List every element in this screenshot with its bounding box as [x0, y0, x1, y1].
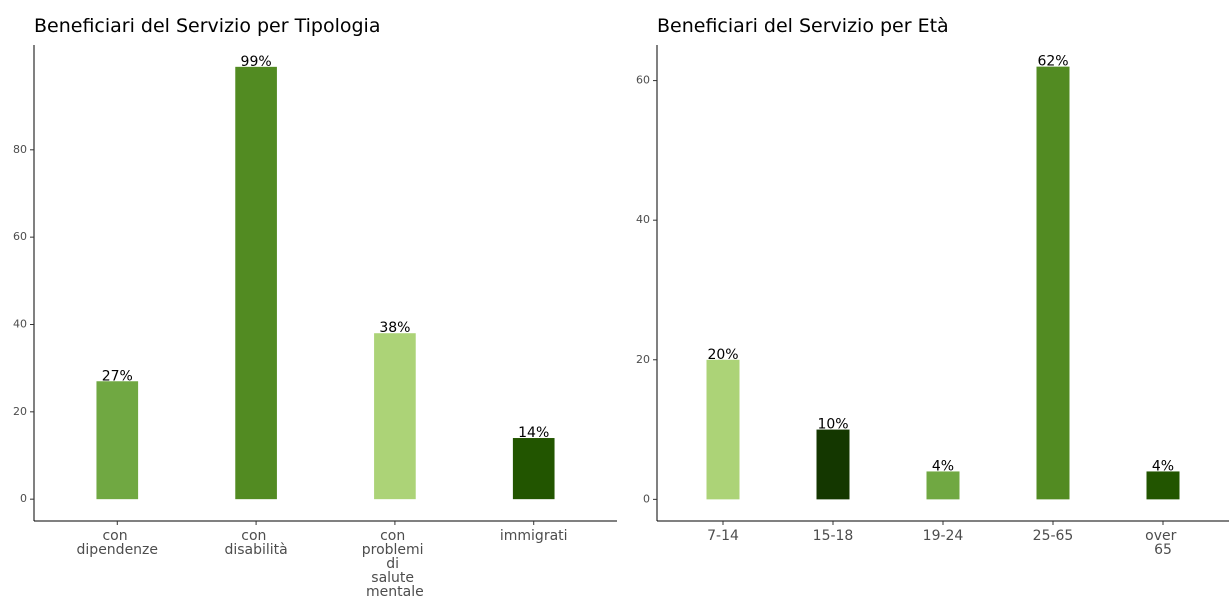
x-tick-label: 25-65 — [1033, 528, 1074, 544]
x-tick-label: con dipendenze — [77, 528, 158, 558]
y-tick-label: 20 — [636, 353, 650, 366]
bar — [1036, 66, 1070, 500]
x-tick-label: 15-18 — [813, 528, 854, 544]
x-tick-label: con problemi di salute mentale — [362, 528, 428, 600]
value-label: 4% — [932, 458, 954, 474]
y-tick-label: 60 — [13, 230, 27, 243]
value-label: 10% — [817, 417, 848, 433]
value-label: 38% — [379, 320, 410, 336]
value-label: 14% — [518, 425, 549, 441]
bar — [706, 359, 740, 500]
bar — [926, 471, 960, 500]
bar — [816, 429, 850, 500]
x-tick-label: 7-14 — [707, 528, 739, 544]
chart-title: Beneficiari del Servizio per Tipologia — [34, 15, 380, 37]
panel: Beneficiari del Servizio per Età 0 20 40 60 7… — [636, 15, 1229, 558]
value-label: 27% — [102, 368, 133, 384]
y-tick-label: 40 — [636, 213, 650, 226]
x-tick-label: immigrati — [500, 528, 568, 544]
value-label: 99% — [241, 54, 272, 70]
x-tick-label: 19-24 — [923, 528, 964, 544]
value-label: 4% — [1152, 458, 1174, 474]
y-tick-label: 0 — [20, 492, 27, 505]
value-label: 20% — [707, 347, 738, 363]
y-tick-label: 80 — [13, 143, 27, 156]
chart-title: Beneficiari del Servizio per Età — [657, 15, 949, 37]
y-tick-label: 60 — [636, 74, 650, 87]
y-tick-label: 0 — [643, 492, 650, 505]
panel: Beneficiari del Servizio per Tipologia 0 2… — [13, 15, 617, 600]
x-tick-label: over 65 — [1145, 528, 1181, 558]
x-tick-label: con disabilità — [224, 528, 287, 558]
bar — [1146, 471, 1180, 500]
y-tick-label: 20 — [13, 405, 27, 418]
value-label: 62% — [1037, 54, 1068, 70]
bar — [96, 381, 139, 500]
y-tick-label: 40 — [13, 317, 27, 330]
bar — [512, 438, 555, 500]
bar — [235, 66, 277, 500]
bar — [374, 333, 416, 500]
